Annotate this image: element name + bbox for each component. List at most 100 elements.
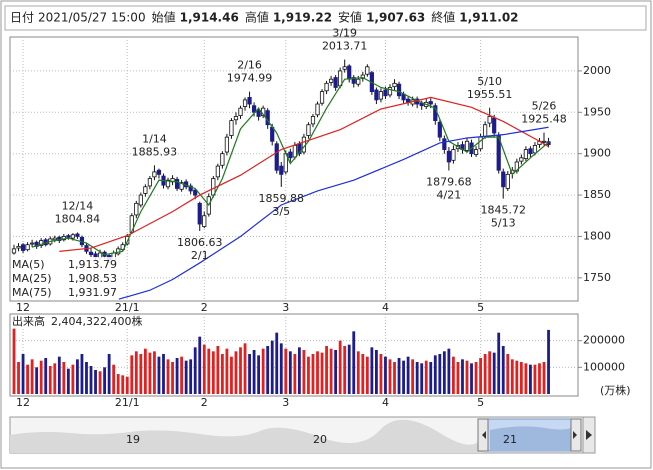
volume-bar <box>17 362 20 394</box>
navigator-selected-area <box>490 425 575 451</box>
candle-body <box>328 78 334 83</box>
candle-body <box>279 165 284 175</box>
volume-bar <box>311 354 315 394</box>
volume-bar <box>189 359 193 394</box>
candle-body <box>532 145 538 154</box>
volume-title-bg <box>11 315 161 328</box>
candle-body <box>437 121 442 138</box>
annotation-value: 1885.93 <box>132 145 178 158</box>
volume-bar <box>538 363 541 394</box>
volume-bar <box>461 359 464 394</box>
candle-body <box>365 66 370 75</box>
candle-body <box>342 66 347 70</box>
volume-bar <box>497 332 501 394</box>
annotation-value: 1974.99 <box>227 72 273 85</box>
legend-box <box>11 257 119 300</box>
x-tick-label: 3 <box>282 396 289 409</box>
candle-body <box>541 140 547 143</box>
volume-bar <box>492 352 496 394</box>
candle-body <box>528 148 533 155</box>
candle-body <box>360 74 365 79</box>
x-tick-label: 5 <box>477 301 484 314</box>
ma-line <box>59 96 549 252</box>
volume-bar <box>248 354 251 394</box>
volume-bar <box>107 354 111 394</box>
x-tick-label: 4 <box>382 301 389 314</box>
volume-bar <box>89 366 93 394</box>
candle-body <box>70 234 75 239</box>
volume-bar <box>279 343 283 394</box>
volume-bar <box>293 354 297 394</box>
volume-title: 出来高 <box>12 314 45 328</box>
candle-body <box>39 240 44 246</box>
volume-bar <box>433 355 437 394</box>
candle-body <box>442 138 447 150</box>
annotation-value: 1925.48 <box>521 113 567 126</box>
candle-body <box>174 178 180 189</box>
volume-bar <box>519 362 523 394</box>
annotation-value: 1859.88 <box>259 192 305 205</box>
volume-bar <box>275 332 279 394</box>
volume-bar <box>225 348 229 394</box>
volume-bar <box>193 347 197 394</box>
candle-body <box>256 110 261 117</box>
volume-bar <box>112 364 116 394</box>
candle-body <box>478 136 483 150</box>
volume-bar <box>547 329 550 394</box>
volume-bar <box>121 375 125 394</box>
candle-body <box>428 101 433 105</box>
candle-body <box>66 235 71 238</box>
candle-body <box>238 107 243 117</box>
volume-bar <box>320 352 324 394</box>
volume-bar <box>284 348 288 394</box>
y-tick-label: 1900 <box>583 147 611 160</box>
candle-body <box>202 215 207 227</box>
volume-bar <box>442 351 446 394</box>
annotation-date: 4/21 <box>437 189 462 202</box>
volume-bar <box>180 356 184 394</box>
volume-bar <box>343 346 347 394</box>
volume-bar <box>62 362 66 394</box>
volume-bar <box>76 359 79 394</box>
volume-bar <box>211 351 215 394</box>
navigator-label: 19 <box>126 433 140 446</box>
volume-bar <box>71 364 75 394</box>
volume-bar <box>438 354 442 394</box>
volume-bar <box>375 350 378 394</box>
volume-bar <box>220 354 224 394</box>
candle-body <box>514 161 519 172</box>
volume-bar <box>252 350 256 394</box>
candle-body <box>333 77 338 88</box>
volume-bar <box>94 370 97 394</box>
annotation-date: 3/5 <box>272 205 290 218</box>
volume-bar <box>175 358 179 394</box>
header: 日付 2021/05/27 15:00 始値 1,914.46 高値 1,919.22 安値… <box>10 10 519 25</box>
volume-bar <box>456 362 460 394</box>
annotation-value: 1806.63 <box>177 236 223 249</box>
volume-bar <box>474 362 478 394</box>
candle-body <box>501 171 506 188</box>
volume-bar <box>143 348 147 394</box>
handle-arrow <box>482 431 486 439</box>
legend-value: 1,913.79 <box>68 258 117 271</box>
volume-bar <box>393 362 396 394</box>
candle-body <box>387 87 393 96</box>
candle-body <box>152 171 157 178</box>
volume-bar <box>48 366 52 394</box>
volume-bar <box>307 356 310 394</box>
header-value: 2021/05/27 15:00 <box>38 11 146 25</box>
volume-bar <box>243 343 247 394</box>
y-tick-label: 200000 <box>583 334 625 347</box>
candle-body <box>233 116 239 121</box>
header-label: 始値 <box>152 10 176 25</box>
volume-bar <box>347 344 351 394</box>
candle-body <box>220 153 225 166</box>
volume-bar <box>171 362 174 394</box>
volume-bar <box>130 355 134 394</box>
candle-body <box>75 233 80 237</box>
volume-bar <box>465 360 469 394</box>
annotation-date: 3/19 <box>332 27 357 40</box>
y-tick-label: 1950 <box>583 105 611 118</box>
candle-body <box>310 116 316 125</box>
candle-body <box>20 244 26 251</box>
